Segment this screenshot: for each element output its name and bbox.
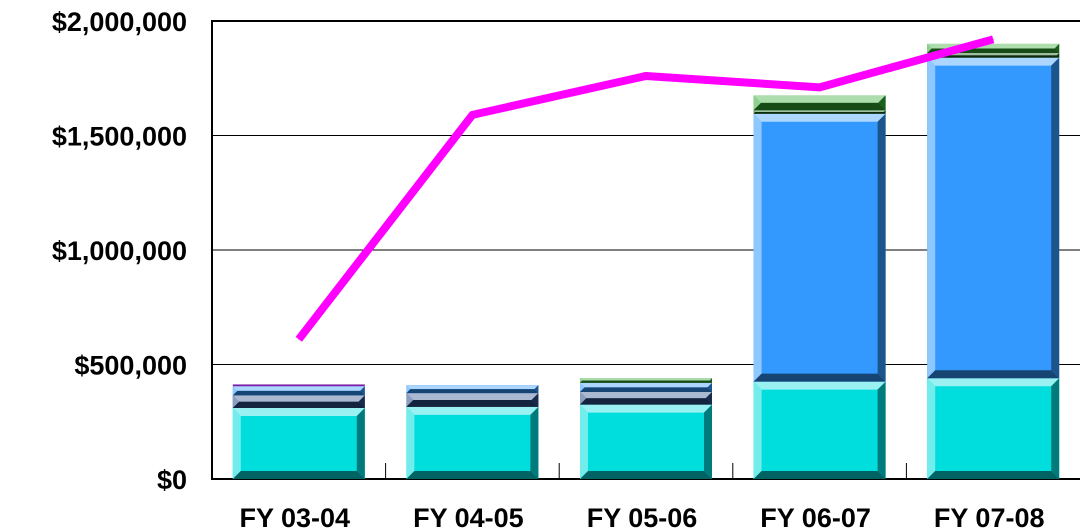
lines — [295, 35, 995, 342]
bar-segment — [406, 406, 539, 479]
x-tick-label: FY 04-05 — [413, 503, 524, 531]
bars — [232, 43, 1060, 479]
line-point — [645, 75, 647, 77]
bar-segment — [753, 381, 886, 479]
bar-segment — [927, 57, 1060, 379]
line-point — [992, 38, 994, 40]
x-tick-label: FY 06-07 — [760, 503, 871, 531]
bar-segment — [232, 408, 365, 479]
bar-segment — [406, 385, 539, 394]
bar-segment — [232, 386, 365, 396]
bar-segment — [580, 382, 712, 392]
bar-segment — [232, 384, 365, 387]
line-point — [471, 114, 473, 116]
x-tick-label: FY 03-04 — [240, 503, 351, 531]
bar-segment — [753, 110, 886, 114]
y-tick-label: $2,000,000 — [52, 7, 187, 37]
y-axis-tick-labels: $0 $500,000 $1,000,000 $1,500,000 $2,000,000 — [52, 7, 187, 495]
bar-segment — [927, 378, 1060, 479]
y-tick-label: $0 — [157, 465, 187, 495]
bar-segment — [927, 53, 1060, 58]
y-tick-label: $1,500,000 — [52, 122, 187, 152]
line-point — [819, 86, 821, 88]
bar-segment — [580, 378, 712, 383]
x-tick-label: FY 07-08 — [934, 503, 1045, 531]
bar-segment — [753, 95, 886, 111]
bar-segment — [406, 393, 539, 407]
bar-segment — [232, 395, 365, 409]
x-axis-tick-labels: FY 03-04 FY 04-05 FY 05-06 FY 06-07 FY 07-08 — [240, 503, 1045, 531]
y-tick-label: $1,000,000 — [52, 236, 187, 266]
y-tick-label: $500,000 — [74, 351, 187, 381]
bar-segment — [753, 113, 886, 382]
line-point — [298, 338, 300, 340]
x-tick-label: FY 05-06 — [587, 503, 698, 531]
bar-segment — [580, 391, 712, 405]
bar-segment — [580, 404, 712, 479]
